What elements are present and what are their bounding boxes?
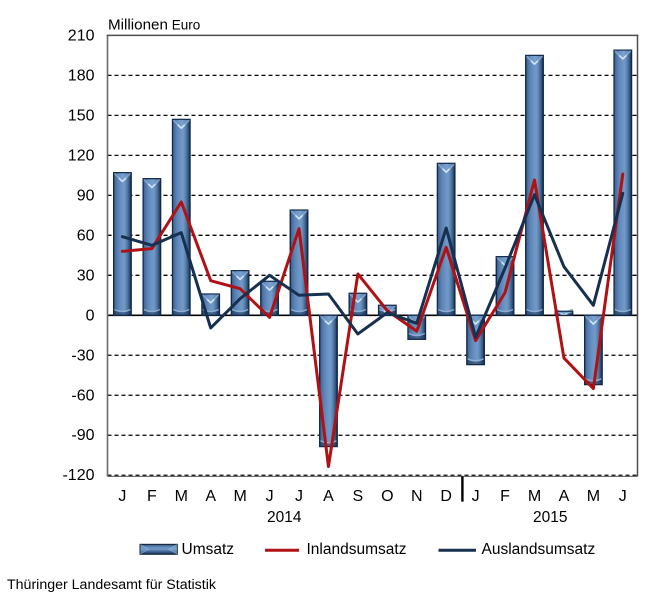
svg-text:60: 60 <box>77 227 95 244</box>
svg-text:J: J <box>619 488 627 505</box>
svg-text:N: N <box>411 488 423 505</box>
svg-text:F: F <box>147 488 157 505</box>
svg-text:Inlandsumsatz: Inlandsumsatz <box>307 541 407 558</box>
svg-text:210: 210 <box>68 27 95 44</box>
svg-text:2015: 2015 <box>533 509 567 526</box>
svg-text:Umsatz: Umsatz <box>182 541 235 558</box>
svg-text:A: A <box>323 488 334 505</box>
svg-text:J: J <box>118 488 126 505</box>
svg-text:J: J <box>266 488 274 505</box>
svg-text:M: M <box>175 488 188 505</box>
svg-text:120: 120 <box>68 147 95 164</box>
svg-text:A: A <box>559 488 570 505</box>
svg-text:Auslandsumsatz: Auslandsumsatz <box>482 541 596 558</box>
svg-text:F: F <box>500 488 510 505</box>
svg-text:180: 180 <box>68 67 95 84</box>
svg-text:2014: 2014 <box>267 509 302 526</box>
svg-text:O: O <box>381 488 393 505</box>
svg-text:Thüringer Landesamt für Statis: Thüringer Landesamt für Statistik <box>7 577 217 593</box>
svg-text:150: 150 <box>68 107 95 124</box>
svg-text:M: M <box>233 488 246 505</box>
svg-text:-60: -60 <box>71 387 94 404</box>
svg-text:0: 0 <box>86 307 95 324</box>
svg-text:J: J <box>295 488 303 505</box>
svg-text:M: M <box>587 488 600 505</box>
svg-text:A: A <box>205 488 216 505</box>
svg-text:S: S <box>353 488 364 505</box>
svg-text:M: M <box>528 488 541 505</box>
svg-text:J: J <box>472 488 480 505</box>
svg-text:D: D <box>440 488 452 505</box>
svg-text:-120: -120 <box>62 467 94 484</box>
svg-text:-90: -90 <box>71 427 94 444</box>
svg-text:30: 30 <box>77 267 95 284</box>
svg-text:90: 90 <box>77 187 95 204</box>
svg-text:-30: -30 <box>71 347 94 364</box>
svg-text:Millionen Euro: Millionen Euro <box>108 17 200 34</box>
